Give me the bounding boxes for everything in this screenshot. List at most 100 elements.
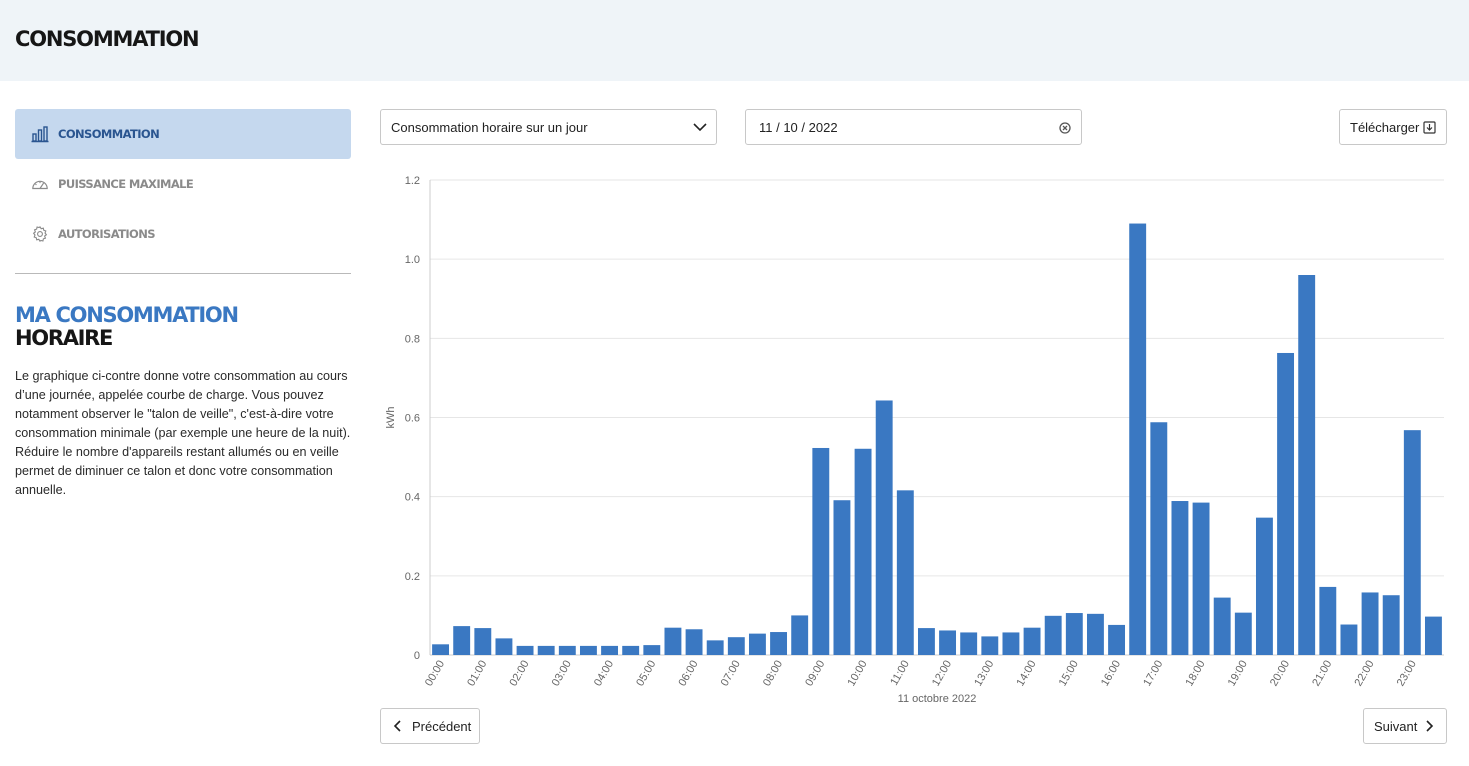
x-tick-label: 14:00: [1015, 659, 1039, 689]
next-button[interactable]: Suivant: [1363, 708, 1447, 744]
x-tick-label: 13:00: [972, 659, 996, 689]
x-tick-label: 16:00: [1099, 659, 1123, 689]
page-title: CONSOMMATION: [15, 27, 200, 51]
info-title: MA CONSOMMATION HORAIRE: [15, 303, 239, 350]
chevron-down-icon: [692, 119, 708, 135]
bar-1630: [1129, 223, 1147, 655]
x-tick-label: 22:00: [1353, 659, 1377, 689]
x-tick-label: 01:00: [465, 659, 489, 689]
sidebar-item-consommation[interactable]: CONSOMMATION: [15, 109, 351, 159]
sidebar-item-label: PUISSANCE MAXIMALE: [58, 177, 194, 191]
x-tick-label: 19:00: [1226, 659, 1250, 689]
y-tick-label: 0.8: [405, 333, 420, 345]
bar-1400: [1023, 627, 1041, 655]
bar-0100: [474, 628, 492, 655]
bar-0230: [537, 645, 555, 655]
x-tick-label: 15:00: [1057, 659, 1081, 689]
bar-chart-icon: [31, 125, 49, 143]
bar-1430: [1044, 615, 1062, 655]
x-tick-label: 21:00: [1310, 659, 1334, 689]
gear-icon: [31, 225, 49, 243]
bar-0130: [495, 638, 513, 655]
bar-1600: [1108, 624, 1126, 655]
bar-2330: [1424, 616, 1442, 655]
y-tick-label: 0.4: [405, 492, 420, 504]
bar-0500: [643, 645, 661, 655]
bar-0530: [664, 627, 682, 655]
bar-1200: [939, 630, 957, 655]
x-tick-label: 23:00: [1395, 659, 1419, 689]
bar-2130: [1340, 624, 1358, 655]
download-label: Télécharger: [1350, 119, 1420, 135]
bar-0330: [579, 645, 597, 655]
previous-label: Précédent: [412, 718, 472, 734]
gauge-icon: [31, 175, 49, 193]
y-tick-label: 1.0: [405, 254, 420, 266]
top-header: CONSOMMATION: [0, 0, 1469, 81]
bar-2230: [1382, 595, 1400, 655]
bar-1900: [1234, 612, 1252, 655]
x-tick-label: 00:00: [423, 659, 447, 689]
bar-1130: [917, 628, 935, 655]
x-tick-label: 03:00: [550, 659, 574, 689]
y-tick-label: 1.2: [405, 175, 420, 187]
period-select-value: Consommation horaire sur un jour: [391, 119, 588, 135]
bar-0900: [812, 447, 830, 655]
bar-1530: [1086, 613, 1104, 655]
bar-2030: [1298, 275, 1316, 655]
bar-1930: [1255, 517, 1273, 655]
bar-0930: [833, 500, 851, 655]
bar-0030: [453, 626, 471, 655]
bar-0400: [601, 645, 619, 655]
bar-0730: [748, 633, 766, 655]
x-axis-label: 11 octobre 2022: [898, 693, 977, 705]
bar-0300: [558, 645, 576, 655]
clear-icon[interactable]: [1059, 122, 1071, 134]
sidebar-item-autorisations[interactable]: AUTORISATIONS: [15, 209, 351, 259]
previous-button[interactable]: Précédent: [380, 708, 480, 744]
x-tick-label: 05:00: [634, 659, 658, 689]
bar-1830: [1213, 597, 1231, 655]
consumption-chart: 0 0.2 0.4 0.6 0.8 1.0 1.2 kWh 00:00 01:00 02:00 03:…: [385, 175, 1444, 705]
x-tick-label: 08:00: [761, 659, 785, 689]
x-tick-label: 06:00: [677, 659, 701, 689]
x-tick-label: 04:00: [592, 659, 616, 689]
sidebar-item-label: AUTORISATIONS: [58, 227, 156, 241]
x-tick-label: 12:00: [930, 659, 954, 689]
x-tick-label: 02:00: [508, 659, 532, 689]
date-value: 11 / 10 / 2022: [759, 119, 838, 135]
date-input[interactable]: 11 / 10 / 2022: [745, 109, 1082, 145]
bar-1230: [960, 632, 978, 655]
sidebar-item-puissance-maximale[interactable]: PUISSANCE MAXIMALE: [15, 159, 351, 209]
bar-1030: [875, 400, 893, 655]
x-tick-label: 10:00: [846, 659, 870, 689]
bar-0200: [516, 645, 534, 655]
bar-2000: [1277, 352, 1295, 655]
period-select[interactable]: Consommation horaire sur un jour: [380, 109, 717, 145]
x-tick-label: 09:00: [803, 659, 827, 689]
info-title-line1: MA CONSOMMATION: [15, 303, 239, 327]
bar-0700: [727, 637, 745, 655]
x-tick-label: 07:00: [719, 659, 743, 689]
bar-1800: [1192, 502, 1210, 655]
bar-2200: [1361, 592, 1379, 655]
bar-2100: [1319, 586, 1337, 655]
bar-1100: [896, 490, 914, 655]
sidebar-item-label: CONSOMMATION: [58, 127, 160, 141]
bar-0600: [685, 629, 703, 655]
x-tick-label: 20:00: [1268, 659, 1292, 689]
bar-1300: [981, 636, 999, 655]
x-tick-label: 17:00: [1141, 659, 1165, 689]
bar-0430: [622, 645, 640, 655]
y-tick-label: 0.2: [405, 571, 420, 583]
bar-1730: [1171, 501, 1189, 655]
download-icon: [1423, 121, 1436, 134]
y-tick-label: 0.6: [405, 413, 420, 425]
bar-1700: [1150, 422, 1168, 655]
chevron-left-icon: [392, 720, 404, 732]
x-tick-label: 11:00: [888, 659, 912, 688]
bar-2300: [1403, 430, 1421, 655]
next-label: Suivant: [1374, 718, 1418, 734]
download-button[interactable]: Télécharger: [1339, 109, 1447, 145]
bar-1500: [1065, 613, 1083, 655]
